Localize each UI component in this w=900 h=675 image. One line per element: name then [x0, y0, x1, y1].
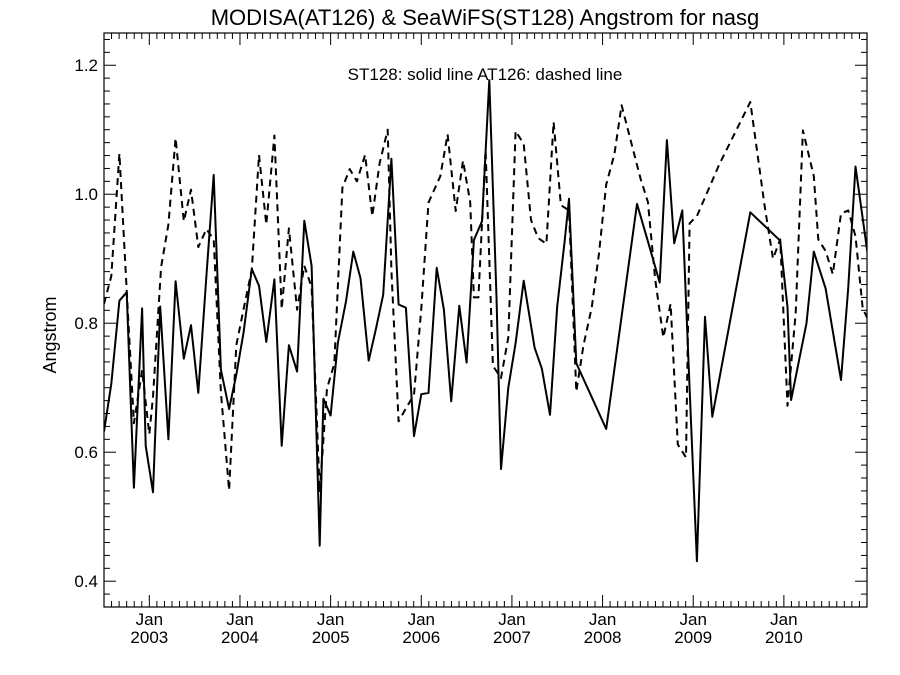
- y-tick-label: 0.8: [74, 314, 98, 333]
- x-tick-month-label: Jan: [408, 610, 435, 629]
- plot-frame: [103, 32, 868, 608]
- y-tick-label: 0.6: [74, 443, 98, 462]
- x-tick-month-label: Jan: [317, 610, 344, 629]
- x-tick-month-label: Jan: [589, 610, 616, 629]
- x-tick-year-label: 2008: [584, 628, 622, 647]
- chart-title: MODISA(AT126) & SeaWiFS(ST128) Angstrom …: [211, 5, 760, 30]
- x-tick-year-label: 2009: [674, 628, 712, 647]
- x-tick-year-label: 2010: [765, 628, 803, 647]
- plot-border: [103, 32, 868, 608]
- y-tick-label: 1.0: [74, 185, 98, 204]
- y-axis-ticks: 0.4 0.6 0.8 1.0 1.2: [74, 38, 867, 595]
- y-axis-label: Angstrom: [40, 296, 60, 373]
- y-tick-label: 0.4: [74, 572, 98, 591]
- x-tick-month-label: Jan: [680, 610, 707, 629]
- x-tick-year-label: 2004: [221, 628, 259, 647]
- x-tick-year-label: 2003: [130, 628, 168, 647]
- series-lines: [104, 79, 867, 563]
- x-tick-month-label: Jan: [136, 610, 163, 629]
- x-tick-year-label: 2007: [493, 628, 531, 647]
- series-annotation: ST128: solid line AT126: dashed line: [348, 65, 623, 84]
- x-tick-month-label: Jan: [770, 610, 797, 629]
- x-tick-month-label: Jan: [226, 610, 253, 629]
- x-tick-year-label: 2006: [402, 628, 440, 647]
- x-tick-month-label: Jan: [498, 610, 525, 629]
- x-tick-year-label: 2005: [312, 628, 350, 647]
- y-tick-label: 1.2: [74, 56, 98, 75]
- x-axis-ticks: Jan2003Jan2004Jan2005Jan2006Jan2007Jan20…: [103, 33, 868, 647]
